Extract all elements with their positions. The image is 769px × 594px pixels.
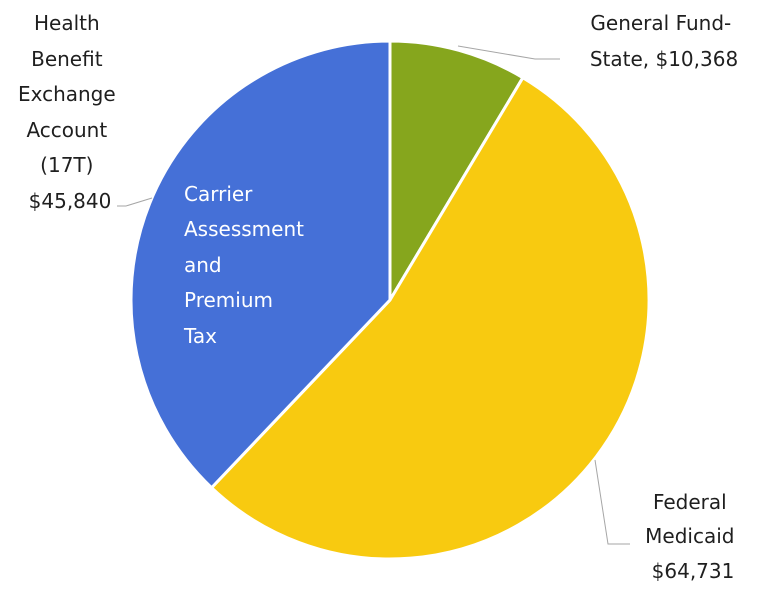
pie-slice-health-benefit-exchange-account-17t xyxy=(129,39,392,490)
leader-line-federal-medicaid xyxy=(594,459,630,545)
slice-label-health-benefit-exchange: Health Benefit Exchange Account (17T) $4… xyxy=(18,11,122,213)
slice-annotation-carrier-assessment: Carrier Assessment and Premium Tax xyxy=(183,182,310,348)
annotation-line: Assessment xyxy=(184,217,304,241)
slice-label-line: Medicaid xyxy=(645,524,734,548)
slice-label-line: $45,840 xyxy=(29,189,112,213)
pie-slices xyxy=(129,39,651,561)
slice-label-federal-medicaid: Federal Medicaid $64,731 xyxy=(645,490,741,583)
leader-line-health-benefit-exchange xyxy=(117,197,153,207)
slice-label-general-fund-state: General Fund- State, $10,368 xyxy=(590,11,738,71)
slice-label-line: Health xyxy=(34,11,100,35)
leader-line-general-fund-state xyxy=(457,45,560,60)
annotation-line: and xyxy=(184,253,222,277)
annotation-line: Carrier xyxy=(184,182,253,206)
pie-slice-general-fund-state xyxy=(388,39,525,302)
slice-label-line: General Fund- xyxy=(590,11,731,35)
annotation-line: Tax xyxy=(183,324,217,348)
slice-label-line: Benefit xyxy=(31,47,103,71)
slice-label-line: Exchange xyxy=(18,82,116,106)
slice-label-line: Federal xyxy=(653,490,727,514)
annotation-line: Premium xyxy=(184,288,273,312)
leader-lines xyxy=(117,45,630,545)
slice-label-line: Account xyxy=(26,118,107,142)
slice-label-line: $64,731 xyxy=(652,559,735,583)
pie-slice-federal-medicaid xyxy=(210,76,651,561)
slice-label-line: (17T) xyxy=(40,153,93,177)
slice-label-line: State, $10,368 xyxy=(590,47,738,71)
